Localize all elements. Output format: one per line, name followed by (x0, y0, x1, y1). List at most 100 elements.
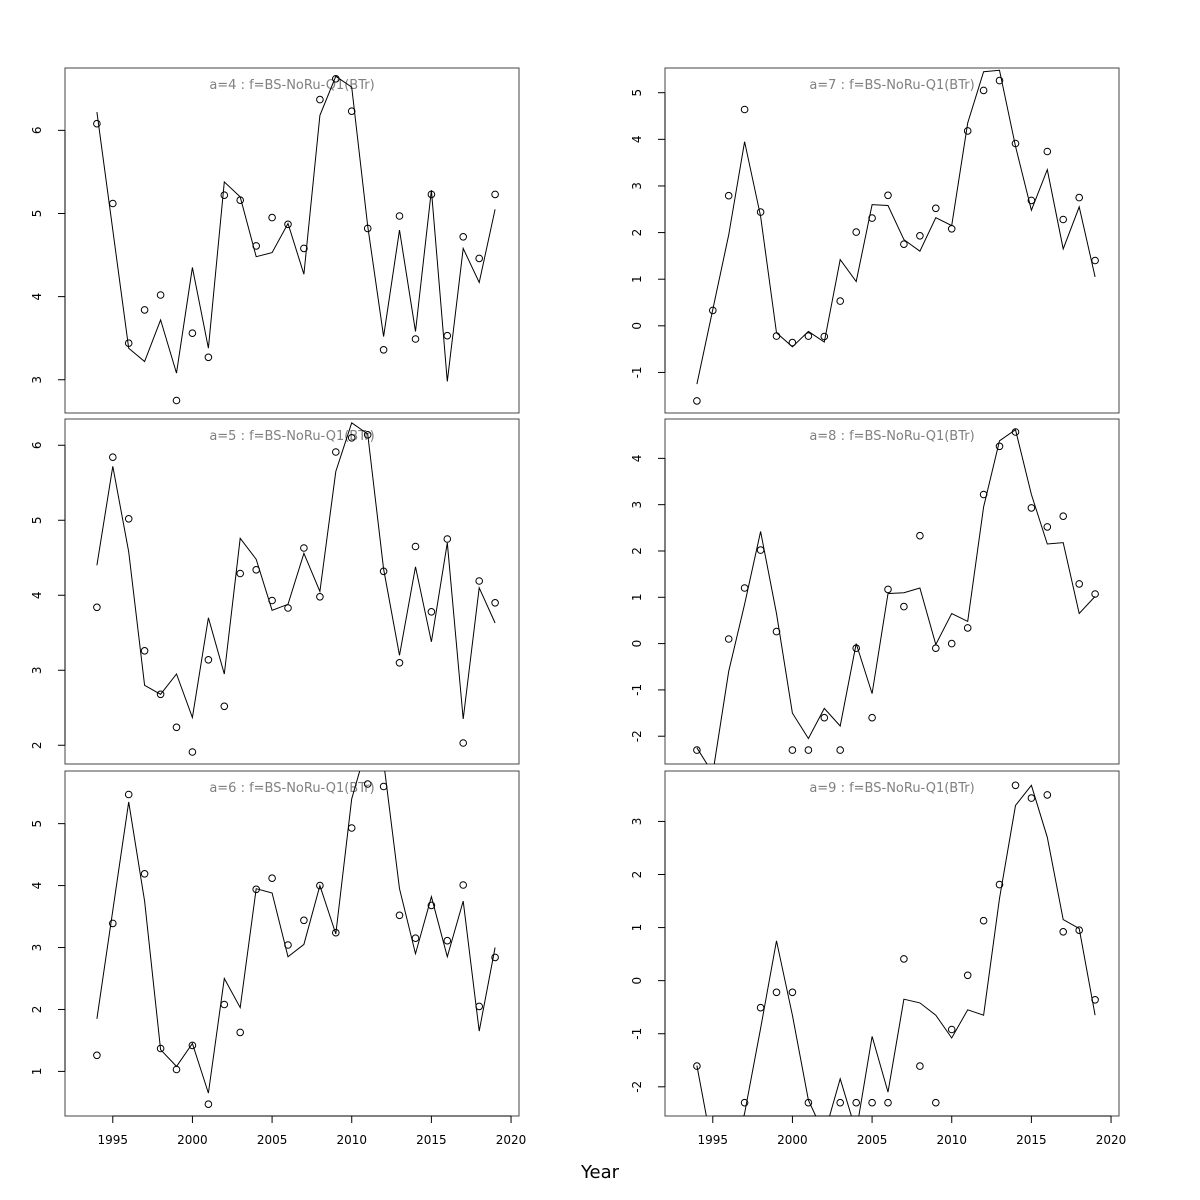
observed-point (868, 214, 876, 222)
observed-point (868, 1098, 876, 1107)
observed-point (459, 881, 468, 889)
observed-point (427, 608, 436, 616)
observed-point (156, 690, 165, 699)
observed-point (475, 1002, 484, 1011)
observed-point (821, 1137, 828, 1144)
y-tick-label: 1 (630, 924, 644, 932)
observed-point (693, 397, 701, 405)
observed-point (475, 577, 484, 585)
observed-point (172, 396, 181, 405)
plot-area (693, 781, 1099, 1144)
x-tick-label: 2020 (1096, 1133, 1127, 1147)
panel-6: a=9 : f=BS-NoRu-Q1(BTr) -2 -1 0 1 2 3 1995 2000 2… (630, 770, 1127, 1147)
y-tick-label: 5 (30, 210, 44, 218)
fitted-line (696, 784, 1096, 1116)
y-tick-label: 2 (630, 547, 644, 555)
observed-point (979, 490, 988, 499)
observed-point (709, 306, 717, 315)
observed-point (995, 442, 1004, 451)
observed-point (756, 546, 765, 554)
observed-point (724, 191, 733, 200)
observed-point (300, 244, 308, 253)
observed-point (93, 1051, 101, 1060)
observed-point (284, 604, 292, 612)
observed-point (1011, 428, 1020, 436)
observed-point (124, 515, 133, 523)
y-tick-label: -1 (630, 684, 644, 696)
observed-point (300, 544, 308, 552)
observed-point (740, 584, 749, 592)
x-axis-title: Year (580, 1162, 620, 1183)
y-tick-label: 2 (630, 871, 644, 879)
observed-point (1011, 139, 1020, 148)
y-tick-label: 3 (30, 376, 44, 384)
observed-point (1011, 781, 1020, 790)
observed-point (188, 748, 197, 756)
observed-point (268, 596, 276, 605)
observed-point (491, 953, 499, 962)
y-tick-label: 4 (630, 136, 644, 144)
observed-point (124, 339, 133, 348)
fitted-line (696, 69, 1096, 385)
observed-point (1043, 791, 1052, 799)
y-tick-label: -1 (630, 1028, 644, 1040)
x-tick-label: 1995 (698, 1133, 729, 1147)
observed-point (756, 1003, 765, 1012)
observed-point (852, 1098, 861, 1107)
observed-point (172, 723, 181, 732)
observed-point (932, 644, 940, 653)
y-tick-label: 0 (630, 640, 644, 648)
y-tick-label: -1 (630, 366, 644, 378)
observed-point (284, 220, 292, 229)
y-tick-label: 1 (630, 275, 644, 283)
observed-point (1091, 256, 1099, 265)
observed-point (1075, 926, 1083, 935)
observed-point (332, 928, 340, 937)
observed-point (963, 127, 972, 135)
fitted-line (96, 75, 496, 382)
observed-point (332, 448, 340, 456)
y-tick-label: 5 (30, 516, 44, 524)
plot-frame (664, 770, 1120, 1117)
observed-point (820, 713, 829, 722)
x-tick-label: 2010 (936, 1133, 967, 1147)
x-tick-label: 2020 (496, 1133, 527, 1147)
panel-5: a=8 : f=BS-NoRu-Q1(BTr) -2 -1 0 1 2 3 4 (630, 418, 1120, 765)
observed-point (140, 870, 149, 878)
observed-point (188, 329, 197, 338)
observed-point (204, 353, 213, 362)
observed-point (836, 297, 845, 305)
observed-point (459, 739, 468, 747)
observed-point (93, 119, 101, 128)
observed-point (443, 331, 452, 340)
observed-point (1059, 928, 1067, 936)
observed-point (1091, 996, 1099, 1004)
y-tick-label: 4 (630, 455, 644, 463)
y-tick-label: 3 (630, 818, 644, 826)
panel-title: a=7 : f=BS-NoRu-Q1(BTr) (809, 78, 974, 93)
observed-point (884, 191, 892, 200)
observed-point (411, 542, 420, 551)
observed-point (804, 332, 813, 340)
y-tick-label: 3 (30, 666, 44, 674)
observed-point (740, 1098, 749, 1107)
observed-point (236, 1028, 244, 1037)
observed-point (140, 306, 149, 314)
observed-point (1059, 512, 1067, 521)
observed-point (947, 225, 956, 233)
observed-point (884, 585, 892, 594)
observed-point (491, 190, 499, 199)
observed-point (1027, 504, 1036, 512)
observed-point (1043, 147, 1052, 156)
y-tick-label: 2 (630, 229, 644, 237)
fitted-line (96, 422, 496, 720)
observed-point (788, 338, 797, 347)
x-tick-label: 2005 (857, 1133, 888, 1147)
observed-point (932, 1098, 940, 1107)
observed-point (836, 1098, 845, 1107)
y-tick-label: 5 (30, 820, 44, 828)
observed-point (347, 107, 356, 115)
